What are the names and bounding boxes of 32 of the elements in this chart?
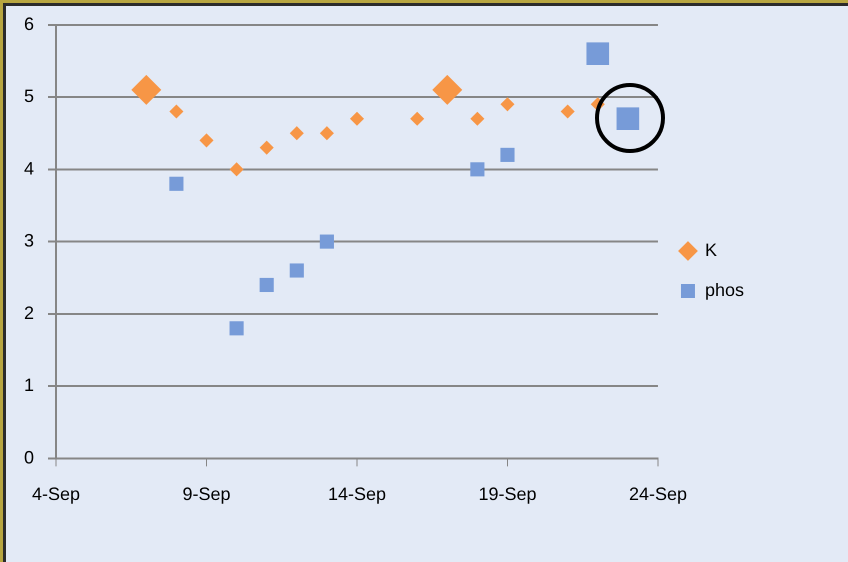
point: [470, 112, 484, 126]
legend-label: K: [704, 240, 717, 260]
y-tick-label: 6: [24, 14, 34, 34]
x-tick-label: 19-Sep: [478, 484, 536, 504]
point: [169, 176, 184, 191]
point: [320, 234, 334, 249]
y-tick-label: 3: [24, 230, 34, 251]
point: [560, 104, 575, 119]
x-tick-label: 14-Sep: [328, 484, 386, 504]
x-tick-label: 9-Sep: [182, 484, 231, 504]
point: [290, 263, 304, 278]
point: [230, 321, 244, 336]
point: [500, 148, 515, 162]
point: [260, 140, 274, 155]
legend-label: phos: [704, 280, 744, 300]
y-tick-label: 2: [24, 302, 34, 323]
point: [290, 126, 304, 140]
x-tick-label: 24-Sep: [628, 484, 687, 504]
y-tick-label: 4: [24, 158, 34, 178]
point: [169, 104, 184, 119]
point: [500, 97, 515, 112]
point: [350, 112, 364, 126]
x-tick-label: 4-Sep: [32, 484, 80, 504]
y-tick-label: 5: [24, 86, 34, 106]
y-tick-label: 0: [24, 447, 34, 468]
point: [230, 162, 244, 176]
y-tick-label: 1: [24, 375, 34, 396]
point: [320, 126, 334, 140]
point: [260, 278, 274, 292]
point: [470, 162, 484, 176]
point: [199, 133, 214, 148]
point: [410, 112, 424, 126]
